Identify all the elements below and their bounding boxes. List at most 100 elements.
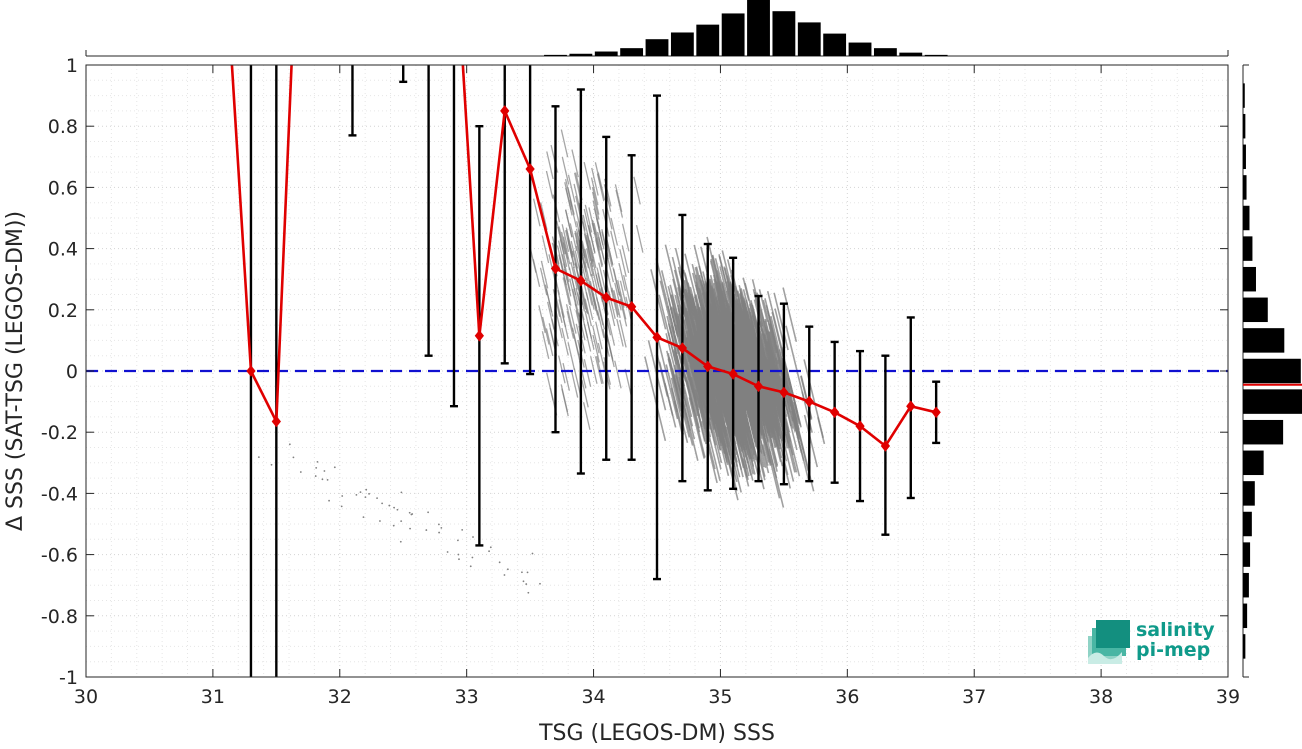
scatter-streak [590, 287, 599, 316]
mean-offscale-segment [230, 64, 253, 372]
scatter-streak [566, 310, 575, 339]
x-tick-label: 33 [455, 686, 479, 708]
axis-ticks: 30 31 32 33 34 35 36 37 38 39 -1 -0.8 -0.6 -0.4 -0.2 0 0… [41, 55, 1240, 708]
scatter-point [362, 516, 365, 519]
scatter-streak [590, 262, 599, 291]
mean-marker [525, 163, 535, 175]
scatter-point [471, 556, 474, 559]
scatter-streak [706, 374, 728, 457]
top-hist-bar [670, 32, 694, 56]
scatter-point [539, 582, 541, 585]
scatter-streak [610, 289, 619, 318]
scatter-streak [621, 223, 630, 252]
scatter-streak [687, 310, 697, 342]
scatter-streak [746, 411, 756, 443]
scatter-streak [739, 305, 751, 343]
scatter-streak [650, 269, 667, 330]
scatter-streak [562, 363, 571, 391]
scatter-point [326, 478, 329, 481]
scatter-streak [766, 338, 780, 386]
mean-marker [652, 331, 662, 344]
mean-marker [728, 368, 738, 380]
scatter-streak [570, 240, 579, 269]
top-hist-bar [645, 39, 669, 56]
scatter-streak [713, 324, 729, 379]
scatter-streak [770, 396, 779, 422]
top-hist-bar [569, 53, 593, 56]
scatter-streak [618, 291, 627, 320]
scatter-point [292, 456, 295, 459]
scatter-streak [690, 376, 700, 408]
scatter-streak [803, 414, 819, 468]
scatter-streak [725, 345, 733, 371]
right-hist-bar [1243, 205, 1250, 231]
scatter-streak [588, 240, 597, 269]
scatter-streak [584, 310, 593, 339]
scatter-point [381, 502, 384, 505]
scatter-streak [546, 151, 554, 180]
scatter-streak [583, 233, 592, 262]
scatter-point [388, 504, 391, 507]
top-hist-bar [873, 48, 897, 56]
scatter-streak [618, 263, 627, 291]
scatter-streak [610, 217, 619, 246]
scatter-point [440, 526, 443, 529]
mean-marker [804, 395, 814, 408]
scatter-streak [718, 351, 733, 401]
scatter-streak [597, 221, 605, 250]
x-tick-label: 32 [328, 686, 352, 708]
scatter-streak [764, 440, 773, 466]
top-hist-bar [772, 11, 796, 56]
scatter-point [408, 511, 411, 514]
scatter-point [368, 492, 370, 495]
scatter-streak [758, 289, 769, 322]
mean-marker [246, 365, 256, 377]
scatter-streak [718, 294, 740, 375]
right-hist-bar [1243, 358, 1301, 384]
scatter-streak [761, 444, 769, 466]
scatter-streak [779, 375, 794, 429]
scatter-streak [688, 397, 706, 459]
scatter-streak [713, 319, 723, 354]
scatter-streak [764, 414, 774, 448]
right-hist-bar [1243, 83, 1245, 108]
scatter-streak [735, 396, 745, 425]
scatter-streak [567, 186, 575, 215]
scatter-streak [760, 406, 778, 472]
scatter-streak [555, 295, 563, 324]
scatter-streak [558, 299, 567, 328]
scatter-streak [595, 297, 604, 326]
scatter-point [392, 524, 395, 527]
scatter-point [461, 528, 464, 531]
mean-line-left [249, 370, 278, 423]
scatter-streak [746, 379, 757, 414]
scatter-streak [683, 356, 706, 442]
scatter-streak [569, 223, 578, 252]
right-hist-bar [1243, 450, 1264, 476]
logo-mark-icon [1088, 620, 1130, 664]
scatter-streak [580, 286, 589, 315]
top-hist-bar [620, 48, 644, 56]
scatter-streak [546, 372, 554, 401]
scatter-streak [583, 359, 592, 387]
scatter-streak [786, 400, 796, 432]
scatter-point [364, 496, 367, 499]
scatter-streak [565, 187, 573, 216]
y-tick-label: 0.6 [48, 177, 78, 199]
scatter-streak [768, 331, 781, 375]
scatter-streak [689, 286, 709, 358]
scatter-point [323, 470, 326, 472]
scatter-streak [718, 418, 727, 448]
scatter-streak [686, 331, 698, 372]
scatter-streak [532, 198, 541, 227]
scatter-streak [571, 149, 579, 178]
x-tick-label: 30 [74, 686, 98, 708]
scatter-streak [597, 342, 606, 371]
scatter-streak [701, 327, 722, 402]
scatter-point [257, 456, 260, 459]
scatter-streak [635, 224, 644, 253]
scatter-streak [671, 368, 691, 438]
scatter-point [333, 466, 336, 469]
